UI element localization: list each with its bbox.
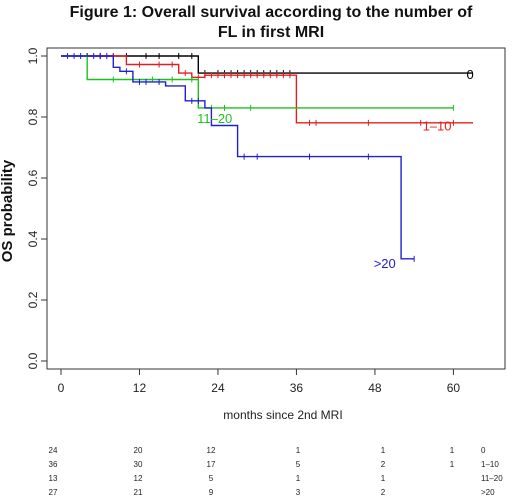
risk-table-value: 1 <box>296 474 301 483</box>
y-tick-label: 1.0 <box>26 47 40 64</box>
risk-table-value: 2 <box>381 460 386 469</box>
plot-frame <box>46 47 506 370</box>
risk-table-row-label: >20 <box>481 488 495 497</box>
survival-curves <box>61 53 473 262</box>
y-tick-label: 0.4 <box>26 230 40 247</box>
y-tick-label: 0.8 <box>26 108 40 125</box>
curve-labels: 0 1–10 11–20 >20 <box>197 67 474 271</box>
risk-table-value: 1 <box>450 446 455 455</box>
y-tick-label: 0.2 <box>26 291 40 308</box>
risk-table-value: 17 <box>207 460 216 469</box>
risk-table-row-label: 0 <box>481 446 486 455</box>
risk-table-value: 2 <box>381 488 386 497</box>
risk-table-value: 1 <box>381 474 386 483</box>
x-axis-label: months since 2nd MRI <box>223 408 342 422</box>
curve-label: 0 <box>466 67 473 82</box>
risk-table-value: 1 <box>381 446 386 455</box>
risk-table-value: 12 <box>207 446 216 455</box>
x-tick-label: 0 <box>58 381 65 395</box>
risk-table-value: 1 <box>450 460 455 469</box>
risk-table-row-label: 11–20 <box>481 474 503 483</box>
x-tick-label: 36 <box>290 381 304 395</box>
chart-title-line-1: Figure 1: Overall survival according to … <box>70 4 473 21</box>
x-tick-label: 48 <box>368 381 382 395</box>
chart-title-line-2: FL in first MRI <box>218 24 324 41</box>
survival-line-0 <box>61 55 473 74</box>
curve-label: >20 <box>374 256 396 271</box>
risk-table-value: 24 <box>49 446 58 455</box>
risk-table-value: 3 <box>296 488 301 497</box>
x-tick-label: 12 <box>133 381 147 395</box>
risk-table-value: 5 <box>296 460 301 469</box>
risk-table-value: 5 <box>209 474 214 483</box>
risk-table-value: 1 <box>296 446 301 455</box>
curve-label: 1–10 <box>423 119 452 134</box>
y-tick-label: 0.6 <box>26 169 40 186</box>
y-tick-label: 0.0 <box>26 352 40 369</box>
risk-table-value: 13 <box>49 474 58 483</box>
risk-table-value: 12 <box>134 474 143 483</box>
x-tick-label: 24 <box>211 381 225 395</box>
survival-line->20 <box>61 55 415 260</box>
risk-table-value: 36 <box>49 460 58 469</box>
risk-table-value: 9 <box>209 488 214 497</box>
risk-table-value: 20 <box>134 446 143 455</box>
risk-table-value: 30 <box>134 460 143 469</box>
survival-line-11–20 <box>61 55 454 109</box>
risk-table-value: 27 <box>49 488 58 497</box>
survival-line-1–10 <box>61 55 473 124</box>
axes: 0 12 24 36 48 60 0.0 0.2 0.4 0.6 0.8 1.0 <box>26 47 460 395</box>
x-tick-label: 60 <box>447 381 461 395</box>
risk-table-row-label: 1–10 <box>481 460 499 469</box>
curve-label: 11–20 <box>197 111 232 126</box>
y-axis-label: OS probability <box>0 159 16 262</box>
risk-table-value: 21 <box>134 488 143 497</box>
